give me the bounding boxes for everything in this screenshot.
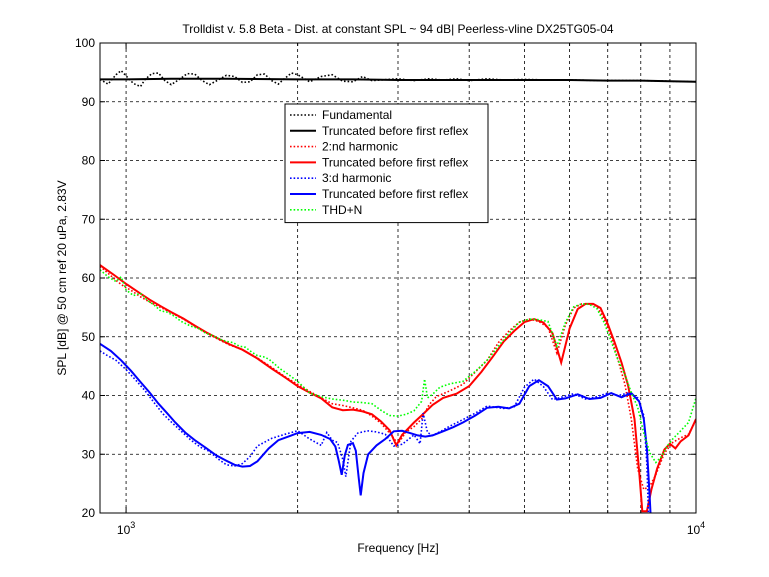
- series-line-6: [100, 269, 696, 464]
- y-tick-label: 70: [82, 212, 96, 226]
- y-axis-label: SPL [dB] @ 50 cm ref 20 uPa, 2.83V: [55, 180, 69, 375]
- grid: [100, 43, 696, 513]
- legend-label: Truncated before first reflex: [322, 187, 468, 201]
- y-tick-label: 90: [82, 95, 96, 109]
- series-line-4: [100, 350, 650, 513]
- x-axis-label: Frequency [Hz]: [357, 541, 438, 555]
- y-tick-label: 100: [75, 36, 95, 50]
- chart-title: Trolldist v. 5.8 Beta - Dist. at constan…: [182, 22, 614, 36]
- ticks: 20 30 40 50 60 70 80 90 100 103 104: [75, 36, 705, 537]
- x-tick-label: 104: [687, 520, 705, 537]
- legend-box: [284, 103, 489, 224]
- y-tick-label: 60: [82, 271, 96, 285]
- series-line-3: [100, 264, 696, 513]
- y-tick-label: 20: [82, 506, 96, 520]
- y-tick-label: 50: [82, 330, 96, 344]
- y-tick-label: 40: [82, 389, 96, 403]
- x-tick-label: 103: [117, 520, 135, 537]
- legend: Fundamental Truncated before first reflex…: [284, 103, 489, 224]
- legend-label: THD+N: [322, 203, 362, 217]
- legend-label: 2:nd harmonic: [322, 140, 398, 154]
- series-layer: [100, 69, 696, 513]
- series-line-1: [100, 77, 696, 83]
- legend-label: Truncated before first reflex: [322, 155, 468, 169]
- legend-label: Fundamental: [322, 108, 392, 122]
- legend-label: 3:d harmonic: [322, 171, 391, 185]
- series-line-5: [100, 342, 652, 513]
- legend-label: Truncated before first reflex: [322, 124, 468, 138]
- y-tick-label: 80: [82, 154, 96, 168]
- y-tick-label: 30: [82, 447, 96, 461]
